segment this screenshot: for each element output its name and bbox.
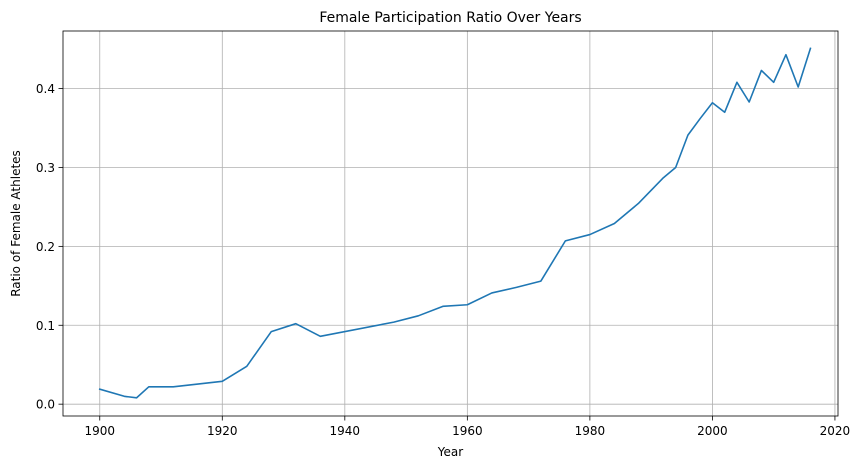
y-tick-label: 0.3 [36, 161, 55, 175]
y-axis-label: Ratio of Female Athletes [9, 150, 23, 297]
x-tick-label: 1920 [207, 424, 238, 438]
grid-lines [63, 31, 838, 416]
y-tick-label: 0.1 [36, 319, 55, 333]
ticks: 1900 1920 1940 1960 1980 2000 2020 0.0 0.1 0.2 0.3… [36, 82, 850, 438]
x-tick-label: 1980 [575, 424, 606, 438]
plot-area-background [63, 31, 838, 416]
x-tick-label: 2020 [820, 424, 851, 438]
x-axis-label: Year [437, 445, 463, 459]
axes-frame [62, 30, 839, 417]
series-layer [98, 47, 812, 399]
x-tick-label: 2000 [697, 424, 728, 438]
chart-title: Female Participation Ratio Over Years [319, 10, 581, 26]
x-tick-label: 1940 [330, 424, 361, 438]
x-tick-label: 1960 [452, 424, 483, 438]
x-tick-label: 1900 [84, 424, 115, 438]
y-tick-label: 0.4 [36, 82, 55, 96]
axes [62, 30, 839, 417]
y-tick-label: 0.2 [36, 240, 55, 254]
y-tick-label: 0.0 [36, 398, 55, 412]
series-line [98, 47, 812, 399]
